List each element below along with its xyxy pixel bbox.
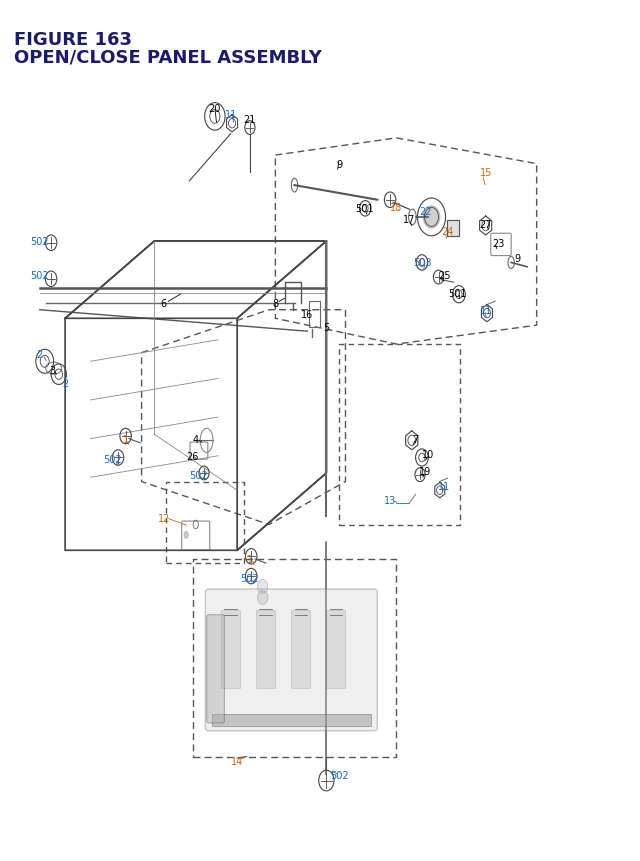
- Text: 14: 14: [231, 756, 243, 766]
- Text: 22: 22: [419, 207, 431, 217]
- Text: 15: 15: [479, 168, 492, 178]
- Circle shape: [423, 207, 440, 229]
- Text: 25: 25: [438, 271, 451, 281]
- Circle shape: [257, 591, 268, 604]
- Text: 503: 503: [413, 258, 431, 268]
- Text: 13: 13: [384, 496, 396, 506]
- Text: FIGURE 163: FIGURE 163: [14, 31, 132, 49]
- Text: 501: 501: [448, 288, 467, 298]
- Text: 27: 27: [479, 220, 492, 230]
- Text: 501: 501: [355, 204, 374, 214]
- Bar: [326, 610, 346, 688]
- Text: 21: 21: [244, 115, 256, 125]
- Ellipse shape: [184, 532, 188, 539]
- Text: 5: 5: [323, 323, 330, 332]
- Text: 4: 4: [193, 434, 199, 444]
- Text: 11: 11: [438, 481, 451, 492]
- FancyBboxPatch shape: [207, 615, 225, 723]
- Text: 17: 17: [403, 215, 415, 226]
- Text: 18: 18: [390, 202, 403, 213]
- Text: 502: 502: [189, 470, 208, 480]
- Text: 24: 24: [441, 226, 454, 237]
- Text: 20: 20: [209, 103, 221, 114]
- Text: 16: 16: [301, 310, 314, 319]
- Text: 502: 502: [241, 573, 259, 583]
- Text: 1: 1: [247, 554, 253, 564]
- Text: 2: 2: [62, 378, 68, 388]
- Text: 26: 26: [186, 451, 199, 461]
- Text: 23: 23: [492, 238, 504, 249]
- Text: 1: 1: [123, 434, 129, 444]
- Bar: [291, 610, 310, 688]
- FancyBboxPatch shape: [205, 589, 378, 731]
- Circle shape: [257, 579, 268, 593]
- Text: 502: 502: [30, 237, 49, 247]
- Polygon shape: [447, 221, 459, 237]
- Text: 12: 12: [157, 513, 170, 523]
- Text: 2: 2: [36, 350, 43, 360]
- Text: 502: 502: [104, 455, 122, 465]
- Text: 502: 502: [330, 771, 348, 781]
- Bar: [308, 301, 320, 327]
- Text: 9: 9: [515, 254, 520, 263]
- Text: 10: 10: [422, 449, 435, 460]
- Text: 8: 8: [273, 299, 278, 308]
- Text: 7: 7: [412, 434, 419, 444]
- Text: 19: 19: [419, 467, 431, 477]
- Bar: [212, 714, 371, 727]
- Text: 11: 11: [225, 109, 237, 120]
- Text: 9: 9: [336, 159, 342, 170]
- Bar: [221, 610, 241, 688]
- Text: OPEN/CLOSE PANEL ASSEMBLY: OPEN/CLOSE PANEL ASSEMBLY: [14, 48, 322, 66]
- Text: 11: 11: [479, 306, 492, 315]
- Bar: [256, 610, 275, 688]
- Text: 3: 3: [49, 365, 56, 375]
- Text: 6: 6: [161, 299, 167, 308]
- Text: 502: 502: [30, 271, 49, 281]
